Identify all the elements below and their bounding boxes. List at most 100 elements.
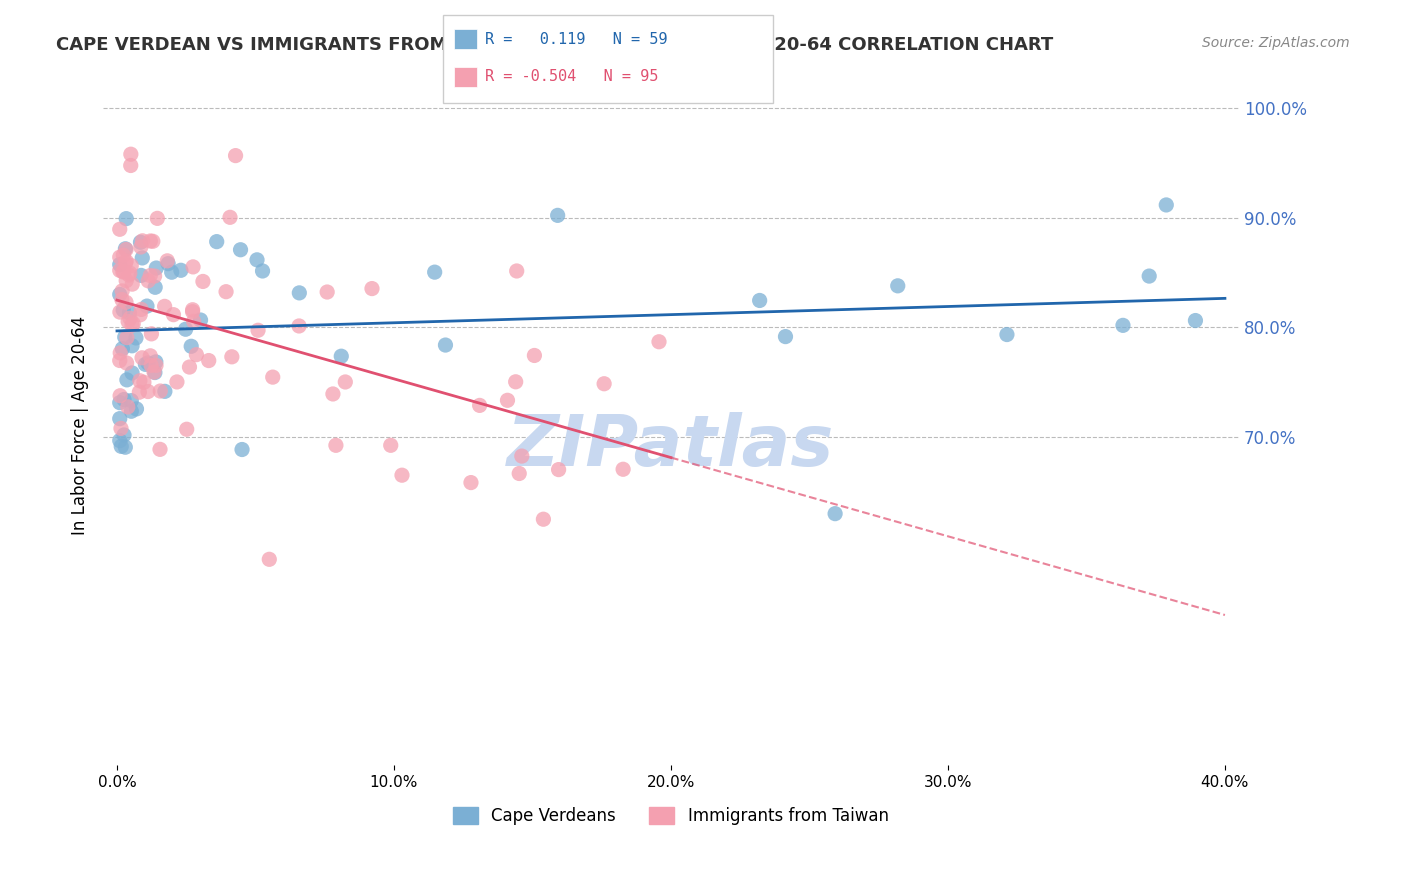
Point	[135, 50, 157, 64]
Point	[325, 438, 347, 452]
Point	[122, 317, 145, 331]
Point	[824, 507, 846, 521]
Point	[108, 263, 131, 277]
Point	[128, 374, 150, 388]
Point	[125, 331, 148, 345]
Point	[288, 318, 311, 333]
Point	[149, 442, 172, 457]
Point	[174, 322, 197, 336]
Point	[205, 235, 228, 249]
Point	[259, 552, 281, 566]
Point	[153, 384, 176, 399]
Point	[129, 235, 152, 250]
Point	[125, 401, 148, 416]
Point	[117, 400, 139, 414]
Point	[288, 285, 311, 300]
Point	[142, 234, 165, 248]
Point	[1154, 198, 1177, 212]
Point	[108, 389, 131, 403]
Point	[136, 356, 159, 370]
Point	[115, 356, 138, 370]
Point	[145, 355, 167, 369]
Point	[129, 302, 152, 317]
Point	[115, 243, 138, 257]
Point	[505, 375, 527, 389]
Point	[120, 159, 142, 173]
Point	[391, 468, 413, 483]
Point	[139, 349, 162, 363]
Point	[120, 393, 142, 408]
Point	[112, 264, 135, 278]
Point	[1112, 318, 1135, 333]
Point	[110, 421, 132, 435]
Point	[112, 428, 135, 442]
Text: CAPE VERDEAN VS IMMIGRANTS FROM TAIWAN IN LABOR FORCE | AGE 20-64 CORRELATION CH: CAPE VERDEAN VS IMMIGRANTS FROM TAIWAN I…	[56, 36, 1053, 54]
Point	[506, 264, 529, 278]
Point	[108, 395, 131, 409]
Point	[180, 339, 202, 353]
Point	[115, 295, 138, 310]
Point	[114, 242, 136, 256]
Point	[121, 318, 143, 333]
Point	[229, 243, 252, 257]
Point	[252, 264, 274, 278]
Point	[108, 287, 131, 301]
Point	[114, 330, 136, 344]
Point	[132, 376, 155, 390]
Point	[748, 293, 770, 308]
Point	[468, 398, 491, 412]
Point	[181, 304, 204, 318]
Point	[496, 393, 519, 408]
Point	[115, 274, 138, 288]
Point	[215, 285, 238, 299]
Point	[181, 302, 204, 317]
Point	[128, 385, 150, 400]
Point	[139, 234, 162, 248]
Point	[1137, 269, 1160, 284]
Point	[143, 68, 166, 82]
Point	[115, 254, 138, 268]
Text: R =   0.119   N = 59: R = 0.119 N = 59	[485, 32, 668, 46]
Point	[120, 259, 142, 273]
Point	[143, 268, 166, 283]
Point	[118, 306, 141, 320]
Point	[146, 211, 169, 226]
Text: R = -0.504   N = 95: R = -0.504 N = 95	[485, 70, 658, 84]
Point	[111, 265, 134, 279]
Point	[887, 278, 910, 293]
Point	[181, 260, 204, 274]
Point	[110, 439, 132, 453]
Point	[114, 440, 136, 454]
Point	[143, 366, 166, 380]
Point	[246, 252, 269, 267]
Point	[115, 330, 138, 344]
Point	[153, 299, 176, 313]
Point	[114, 256, 136, 270]
Point	[149, 384, 172, 398]
Point	[316, 285, 339, 299]
Point	[775, 329, 797, 343]
Point	[322, 387, 344, 401]
Point	[121, 366, 143, 380]
Point	[129, 240, 152, 254]
Point	[1184, 313, 1206, 327]
Point	[219, 211, 242, 225]
Point	[139, 359, 162, 373]
Point	[111, 342, 134, 356]
Point	[423, 265, 446, 279]
Point	[225, 148, 247, 162]
Point	[547, 208, 569, 222]
Point	[160, 265, 183, 279]
Point	[330, 349, 353, 363]
Point	[156, 253, 179, 268]
Point	[262, 370, 284, 384]
Point	[121, 277, 143, 292]
Point	[134, 357, 156, 371]
Point	[108, 222, 131, 236]
Text: Source: ZipAtlas.com: Source: ZipAtlas.com	[1202, 36, 1350, 50]
Point	[120, 147, 142, 161]
Point	[523, 349, 546, 363]
Point	[112, 392, 135, 407]
Point	[115, 373, 138, 387]
Point	[231, 442, 253, 457]
